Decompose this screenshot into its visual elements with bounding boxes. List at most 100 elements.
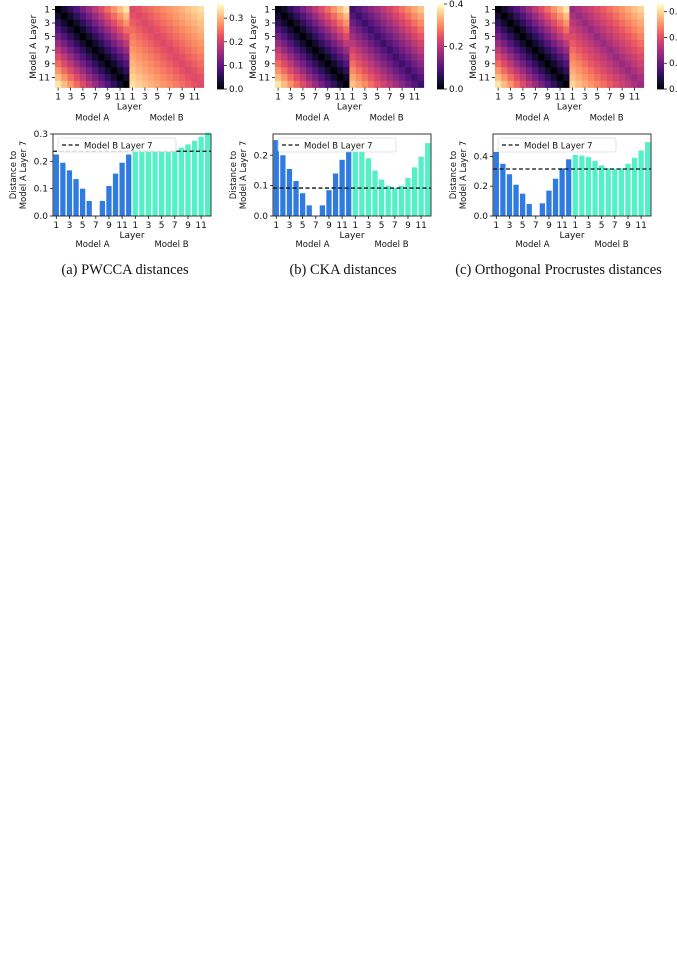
heatmap-cell — [148, 6, 155, 14]
heatmap-cell — [544, 6, 552, 14]
heatmap-cell — [368, 80, 375, 88]
heatmap-cell — [532, 40, 539, 48]
heatmap-cell — [330, 53, 338, 61]
colorbar-segment — [657, 59, 664, 62]
heatmap-cell — [625, 26, 632, 34]
heatmap-cell — [386, 80, 394, 88]
heatmap-cell — [399, 26, 406, 34]
heatmap-cell — [185, 33, 192, 41]
heatmap-cell — [275, 33, 282, 41]
colorbar-segment — [437, 86, 444, 90]
heatmap-cell — [281, 74, 288, 82]
heatmap-cell — [411, 12, 418, 20]
heatmap-cell — [330, 46, 338, 54]
heatmap-cell — [361, 60, 369, 68]
heatmap-cell — [98, 80, 105, 88]
bar-xtick-label: 1 — [132, 221, 138, 231]
heatmap-xtick-label: 11 — [189, 93, 200, 103]
heatmap-cell — [557, 26, 564, 34]
model-b-bar — [625, 163, 631, 216]
colorbar-segment — [657, 46, 664, 50]
heatmap-cell — [581, 12, 589, 20]
bar-xtick-label: 1 — [53, 221, 59, 231]
heatmap-cell — [594, 40, 601, 48]
heatmap-cell — [306, 26, 313, 34]
heatmap-cell — [411, 46, 418, 54]
colorbar-segment — [437, 6, 444, 9]
heatmap-cell — [501, 33, 508, 41]
colorbar-segment — [657, 29, 664, 33]
heatmap-cell — [532, 74, 539, 82]
colorbar-segment — [217, 86, 224, 90]
heatmap-cell — [501, 74, 508, 82]
heatmap-cell — [550, 26, 558, 34]
heatmap-cell — [557, 80, 564, 88]
heatmap-cell — [600, 60, 607, 68]
heatmap-cell — [324, 60, 332, 68]
plot-frame — [272, 133, 432, 217]
heatmap-cell — [594, 60, 601, 68]
heatmap-ylabel: Model A Layer — [29, 15, 39, 79]
colorbar-segment — [657, 63, 664, 67]
model-a-bar — [119, 162, 125, 216]
colorbar-segment — [217, 61, 224, 64]
heatmap-cell — [148, 46, 155, 54]
heatmap-xtick-label: 1 — [55, 93, 61, 103]
heatmap-cell — [197, 40, 205, 48]
heatmap-cell — [355, 46, 363, 54]
heatmap-cell — [55, 26, 62, 34]
heatmap-cell — [287, 60, 294, 68]
heatmap-cell — [117, 46, 124, 54]
heatmap-cell — [79, 53, 87, 61]
heatmap-cell — [318, 46, 325, 54]
heatmap-cell — [55, 60, 62, 68]
heatmap-cell — [287, 12, 294, 20]
bar-ylabel-line2: Model A Layer 7 — [239, 141, 249, 210]
heatmap-cell — [637, 26, 645, 34]
heatmap-cell — [513, 46, 521, 54]
colorbar — [217, 4, 224, 90]
heatmap-cell — [532, 60, 539, 68]
colorbar-segment — [437, 76, 444, 79]
heatmap-cell — [343, 26, 350, 34]
heatmap-cell — [361, 19, 369, 27]
heatmap-cell — [495, 6, 502, 14]
heatmap-cell — [281, 26, 288, 34]
model-b-bar — [425, 143, 431, 216]
heatmap-cell — [563, 26, 570, 34]
heatmap-cell — [519, 33, 527, 41]
heatmap-cell — [318, 40, 325, 48]
colorbar-segment — [437, 65, 444, 69]
heatmap-cell — [306, 74, 313, 82]
heatmap-cell — [166, 19, 174, 27]
colorbar-segment — [217, 55, 224, 58]
heatmap-cell — [185, 80, 192, 88]
heatmap-cell — [538, 19, 545, 27]
heatmap-cell — [631, 60, 638, 68]
heatmap-cell — [501, 26, 508, 34]
plot-frame — [52, 133, 212, 217]
heatmap-cell — [154, 33, 161, 41]
heatmap-cell — [185, 26, 192, 34]
heatmap-cell — [581, 53, 589, 61]
heatmap-cell — [281, 67, 288, 75]
heatmap-cell — [526, 67, 533, 75]
heatmap-cell — [197, 12, 205, 20]
heatmap-cell — [349, 67, 356, 75]
heatmap-cell — [625, 60, 632, 68]
heatmap-cell — [104, 19, 112, 27]
heatmap-cell — [495, 60, 502, 68]
heatmap-cell — [141, 80, 149, 88]
colorbar-segment — [657, 78, 664, 81]
colorbar-tick-label: 0.0 — [229, 85, 244, 95]
heatmap-cell — [275, 40, 282, 48]
colorbar-segment — [217, 21, 224, 24]
model-b-bar — [638, 150, 644, 216]
heatmap-group-b-label: Model B — [590, 114, 624, 124]
heatmap-cell — [55, 19, 62, 27]
heatmap-cell — [544, 40, 552, 48]
heatmap-cell — [569, 6, 576, 14]
bar-ytick-label: 0.0 — [474, 212, 489, 222]
heatmap-cell — [343, 33, 350, 41]
heatmap-cell — [581, 60, 589, 68]
